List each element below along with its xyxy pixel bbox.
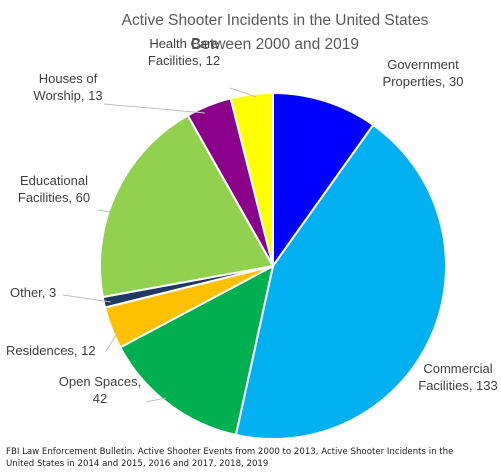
source-note-line-1: FBI Law Enforcement Bulletin. Active Sho…: [6, 447, 453, 457]
data-label-line: Other, 3: [10, 285, 56, 300]
leader-line-open-spaces: [145, 397, 167, 403]
slice-open-spaces: [119, 265, 274, 436]
data-label-line: Residences, 12: [6, 343, 96, 358]
leader-line-other: [62, 294, 112, 303]
chart-title-line-2: Between 2000 and 2019: [191, 36, 359, 53]
data-label-open-spaces: Open Spaces, 42: [59, 374, 141, 406]
data-label-residences: Residences, 12: [6, 343, 96, 358]
data-label-line: Facilities, 12: [148, 53, 220, 68]
data-label-line: Facilities, 133: [418, 378, 497, 393]
data-label-line: Properties, 30: [383, 74, 464, 89]
data-label-line: Commercial: [423, 361, 492, 376]
data-label-line: Health Care: [149, 36, 218, 51]
data-label-health-care-facilities: Health Care Facilities, 12: [148, 36, 220, 68]
leader-line-houses-of-worship: [103, 103, 206, 114]
data-label-commercial-facilities: Commercial Facilities, 133: [418, 361, 497, 393]
data-label-line: Educational: [20, 173, 88, 188]
slice-labels: Government Properties, 30 Commercial Facili…: [6, 36, 498, 406]
data-label-line: Houses of: [39, 71, 98, 86]
leader-line-residences: [105, 331, 119, 352]
data-label-line: Open Spaces,: [59, 374, 141, 389]
data-label-government-properties: Government Properties, 30: [383, 57, 464, 89]
leader-line-health-care-facilities: [229, 87, 257, 98]
source-note-line-2: United States in 2014 and 2015, 2016 and…: [6, 459, 268, 469]
data-label-line: Worship, 13: [33, 88, 102, 103]
data-label-educational-facilities: Educational Facilities, 60: [18, 173, 90, 205]
data-label-houses-of-worship: Houses of Worship, 13: [33, 71, 102, 103]
chart-title-line-1: Active Shooter Incidents in the United S…: [122, 12, 429, 29]
data-label-other: Other, 3: [10, 285, 56, 300]
data-label-line: 42: [93, 391, 107, 406]
pie-slices: [98, 92, 447, 440]
data-label-line: Government: [387, 57, 459, 72]
slice-educational-facilities: [98, 114, 274, 299]
slice-health-care-facilities: [229, 92, 274, 267]
data-label-line: Facilities, 60: [18, 190, 90, 205]
slice-commercial-facilities: [234, 124, 447, 440]
slice-government-properties: [272, 92, 375, 267]
leader-line-educational-facilities: [97, 209, 111, 213]
